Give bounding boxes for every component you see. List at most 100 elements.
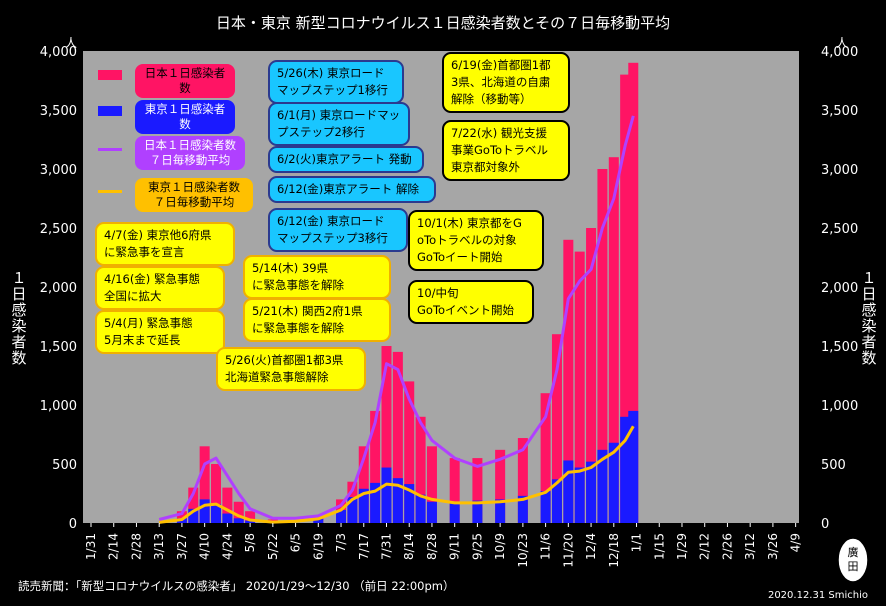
x-tick-label: 3/27 [175,533,189,560]
bar [233,518,244,523]
bar [620,74,631,523]
x-tick-label: 2/26 [720,533,734,560]
x-tick-label: 2/12 [698,533,712,560]
annotation-box: 6/12(金) 東京ロード マップステップ3移行 [268,208,408,252]
y-axis-right: 0 500 1,000 1,500 2,000 2,500 3,000 3,500 4,000 [821,45,858,532]
bar [426,501,437,523]
bar [472,458,483,523]
bar [233,501,244,523]
bar [245,511,256,523]
bar [628,62,639,524]
annotation-box: 7/22(水) 観光支援 事業GoToトラベル 東京都対象外 [442,120,570,181]
bar [211,464,222,523]
annotation-box: 10/1(木) 東京都をG oToトラベルの対象 GoToイート開始 [408,210,544,271]
y-tick-label-left: 500 [52,458,77,473]
footer-date: 2020.12.31 Smichio [768,590,868,601]
x-tick-label: 11/20 [561,533,575,568]
x-tick-label: 7/31 [379,533,393,560]
bar [449,501,460,523]
bar [563,239,574,524]
x-tick-label: 3/26 [766,533,780,560]
y-tick-label-right: 0 [821,517,829,532]
annotation-box: 5/21(木) 関西2府1県 に緊急事態を解除 [243,298,391,342]
y-tick-label-left: 3,000 [40,163,77,178]
annotation-box: 6/19(金)首都圏1都 3県、北海道の自粛 解除（移動等） [442,52,570,113]
series-line [159,425,635,524]
x-tick-label: 12/18 [607,533,621,568]
x-tick-label: 10/23 [516,533,530,568]
legend-label: 日本１日感染者数 ７日毎移動平均 [135,136,245,170]
x-tick-label: 4/10 [198,533,212,560]
x-tick-label: 5/22 [266,533,280,560]
y-tick-label-left: 4,000 [40,45,77,60]
bar [426,446,437,523]
legend-swatch [98,106,122,116]
annotation-box: 5/4(月) 緊急事態 5月末まで延長 [95,310,225,354]
x-tick-label: 8/14 [402,533,416,560]
unit-left: 人 [65,36,78,50]
y-tick-label-right: 500 [821,458,846,473]
series-line [158,115,635,521]
y-tick-label-right: 2,000 [821,281,858,296]
y-tick-label-right: 1,000 [821,399,858,414]
bar [404,381,415,523]
bar [245,520,256,523]
bar [628,410,639,523]
y-axis-title-right: １日感染者数 [861,269,877,367]
bar [586,228,597,523]
y-tick-label-right: 3,000 [821,163,858,178]
y-tick-label-right: 1,500 [821,340,858,355]
legend-label: 東京１日感染者数 ７日毎移動平均 [135,178,253,212]
legend-swatch [98,148,122,151]
y-tick-label-left: 2,000 [40,281,77,296]
annotation-box: 6/1(月) 東京ロードマッ プステップ2移行 [268,102,410,146]
bar [449,458,460,523]
bar [472,500,483,523]
x-tick-label: 2/28 [129,533,143,560]
bar [415,494,426,523]
annotation-box: 5/14(木) 39県 に緊急事態を解除 [243,255,391,299]
bar [517,495,528,523]
svg-text:廣田: 廣田 [848,545,859,573]
legend-label: 東京１日感染者数 [135,100,235,134]
annotation-box: 6/12(金)東京アラート 解除 [268,176,436,203]
x-tick-label: 7/17 [357,533,371,560]
bar [404,484,415,523]
bar [597,449,608,523]
y-tick-label-left: 3,500 [40,104,77,119]
legend-label: 日本１日感染者数 [135,64,235,98]
unit-right: 人 [836,36,849,50]
x-tick-label: 1/31 [84,533,98,560]
bar [313,518,324,523]
bar [574,251,585,523]
bar [381,467,392,523]
x-tick-label: 4/24 [220,533,234,560]
x-tick-label: 6/19 [311,533,325,560]
bar [495,499,506,523]
bar [222,487,233,523]
x-tick-label: 10/9 [493,533,507,560]
bar [392,478,403,523]
y-tick-label-right: 2,500 [821,222,858,237]
legend-swatch [98,190,122,193]
x-axis: 1/31 2/14 2/28 3/13 3/27 4/10 4/24 5/8 5/22 6/5 6/… [84,523,803,568]
annotation-box: 5/26(木) 東京ロード マップステップ1移行 [268,60,404,104]
bar [563,460,574,523]
legend-swatch [98,70,122,80]
bar [370,482,381,523]
x-tick-label: 1/29 [675,533,689,560]
bar [620,416,631,523]
bar [551,479,562,523]
annotation-box: 10/中旬 GoToイベント開始 [408,280,534,324]
bar [586,461,597,523]
x-tick-label: 11/6 [539,533,553,560]
bar [199,499,210,523]
bar [188,508,199,523]
x-tick-label: 3/13 [152,533,166,560]
x-tick-label: 2/14 [107,533,121,560]
bar [551,334,562,523]
bar [608,442,619,523]
x-tick-label: 9/11 [448,533,462,560]
bar [517,438,528,523]
y-axis-left: 0 500 1,000 1,500 2,000 2,500 3,000 3,500 4,000 [40,45,77,532]
